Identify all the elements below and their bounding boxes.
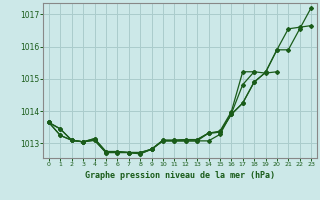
X-axis label: Graphe pression niveau de la mer (hPa): Graphe pression niveau de la mer (hPa) bbox=[85, 171, 275, 180]
